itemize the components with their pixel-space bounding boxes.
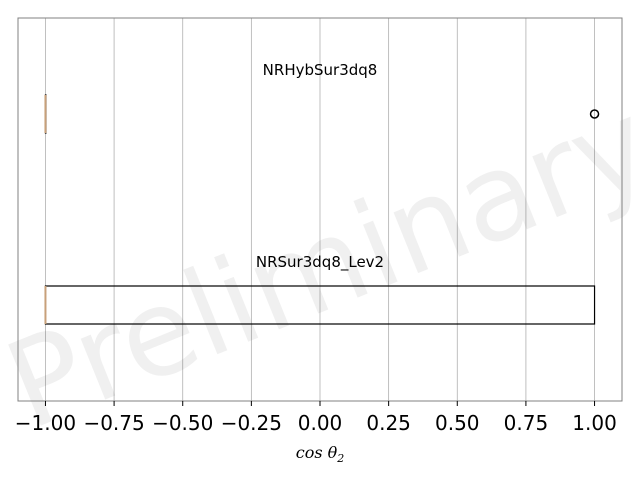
x-axis-ticks: −1.00 −0.75 −0.50 −0.25 0.00 0.25 0.50 0.75 1.00 <box>15 401 617 435</box>
x-tick-label: 1.00 <box>572 411 617 435</box>
series-name: NRHybSur3dq8 <box>263 61 378 79</box>
x-tick-label: 0.50 <box>435 411 480 435</box>
x-tick-label: −1.00 <box>15 411 76 435</box>
x-tick-label: −0.50 <box>152 411 213 435</box>
x-axis-label: cos θ2 <box>296 443 345 465</box>
x-tick-label: 0.00 <box>298 411 343 435</box>
outlier-point <box>589 109 600 119</box>
x-tick-label: −0.75 <box>83 411 144 435</box>
box-series: NRSur3dq8_Lev2 <box>44 253 596 325</box>
x-tick-label: 0.25 <box>366 411 411 435</box>
series-name: NRSur3dq8_Lev2 <box>256 253 384 272</box>
box-series: NRHybSur3dq8 <box>44 61 600 134</box>
x-tick-label: 0.75 <box>504 411 549 435</box>
x-tick-label: −0.25 <box>221 411 282 435</box>
grid <box>45 18 595 401</box>
series-layer: NRHybSur3dq8 NRSur3dq8_Lev2 <box>44 61 600 325</box>
